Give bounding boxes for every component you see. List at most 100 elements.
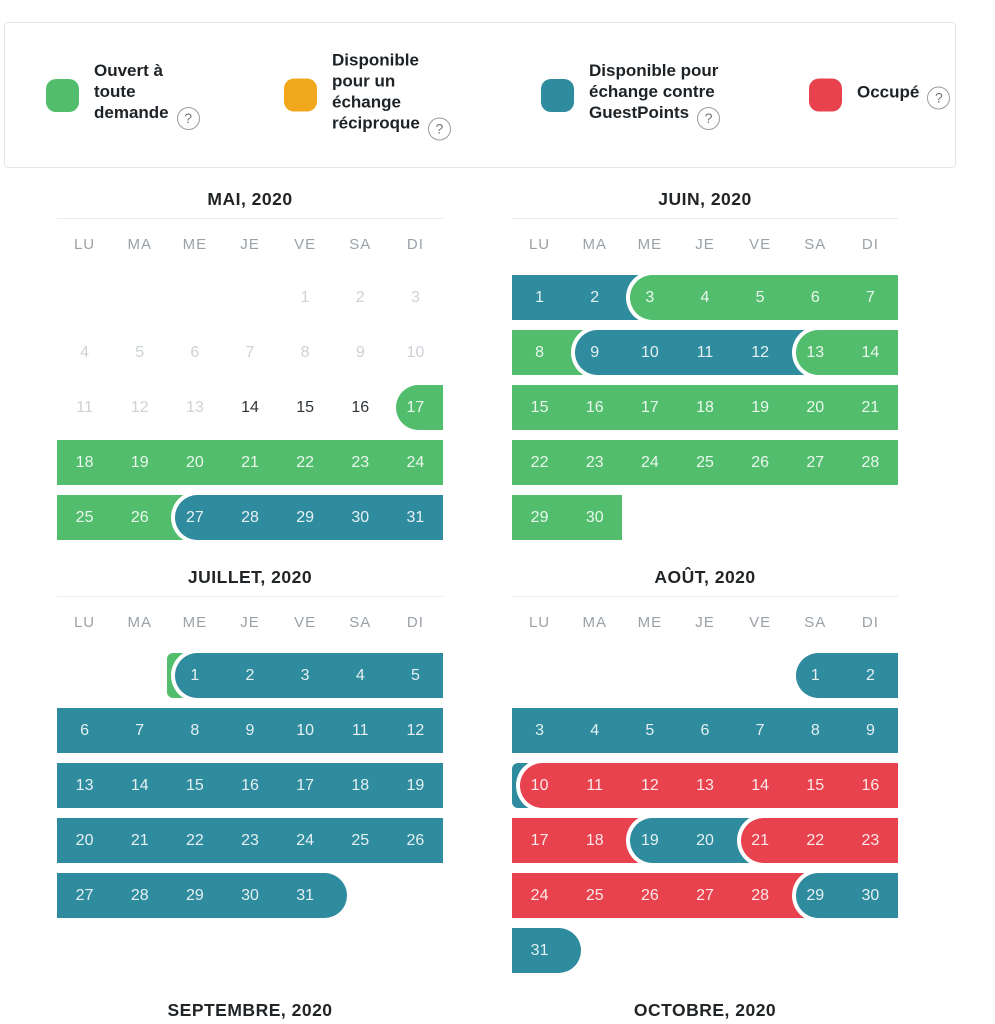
day-cell[interactable]: 18	[75, 454, 94, 471]
day-cell[interactable]: 16	[241, 777, 259, 794]
day-cell[interactable]: 20	[75, 832, 94, 849]
day-cell[interactable]: 7	[135, 722, 145, 739]
day-cell[interactable]: 1	[810, 667, 820, 684]
day-cell[interactable]: 11	[696, 344, 714, 361]
day-cell[interactable]: 9	[590, 344, 600, 361]
day-cell[interactable]: 3	[645, 289, 655, 306]
day-cell[interactable]: 12	[406, 722, 425, 739]
day-cell[interactable]: 25	[585, 887, 604, 904]
day-cell[interactable]: 26	[130, 509, 149, 526]
day-cell[interactable]: 28	[130, 887, 149, 904]
day-cell[interactable]: 25	[696, 454, 714, 471]
day-cell[interactable]: 29	[296, 509, 315, 526]
day-cell[interactable]: 14	[861, 344, 880, 361]
day-cell[interactable]: 23	[241, 832, 259, 849]
day-cell[interactable]: 8	[810, 722, 820, 739]
help-icon[interactable]: ?	[697, 107, 721, 130]
day-cell[interactable]: 18	[696, 399, 714, 416]
day-cell[interactable]: 24	[296, 832, 315, 849]
day-cell[interactable]: 6	[80, 722, 90, 739]
day-cell[interactable]: 10	[640, 344, 659, 361]
day-cell[interactable]: 16	[861, 777, 880, 794]
day-cell[interactable]: 27	[185, 509, 204, 526]
day-cell[interactable]: 23	[351, 454, 370, 471]
day-cell[interactable]: 4	[590, 722, 600, 739]
day-cell[interactable]: 11	[586, 777, 604, 794]
day-cell[interactable]: 23	[861, 832, 880, 849]
day-cell[interactable]: 2	[590, 289, 600, 306]
day-cell[interactable]: 9	[865, 722, 875, 739]
day-cell[interactable]: 15	[530, 399, 549, 416]
help-icon[interactable]: ?	[176, 107, 200, 130]
day-cell[interactable]: 1	[190, 667, 200, 684]
day-cell[interactable]: 3	[300, 667, 310, 684]
day-cell[interactable]: 12	[640, 777, 659, 794]
day-cell[interactable]: 13	[696, 777, 714, 794]
help-icon[interactable]: ?	[927, 86, 951, 109]
day-cell[interactable]: 27	[75, 887, 94, 904]
day-cell[interactable]: 22	[185, 832, 204, 849]
day-cell[interactable]: 26	[640, 887, 659, 904]
day-cell[interactable]: 7	[755, 722, 765, 739]
day-cell[interactable]: 17	[296, 777, 315, 794]
day-cell[interactable]: 21	[861, 399, 880, 416]
day-cell[interactable]: 15	[806, 777, 825, 794]
day-cell[interactable]: 18	[585, 832, 604, 849]
day-cell[interactable]: 8	[190, 722, 200, 739]
day-cell[interactable]: 17	[406, 399, 425, 416]
day-cell[interactable]: 22	[530, 454, 549, 471]
day-cell[interactable]: 17	[530, 832, 549, 849]
day-cell[interactable]: 31	[530, 942, 549, 959]
day-cell[interactable]: 10	[530, 777, 549, 794]
day-cell[interactable]: 22	[806, 832, 825, 849]
day-cell[interactable]: 13	[75, 777, 94, 794]
day-cell[interactable]: 29	[806, 887, 825, 904]
day-cell[interactable]: 30	[351, 509, 370, 526]
day-cell[interactable]: 21	[751, 832, 770, 849]
day-cell[interactable]: 4	[700, 289, 710, 306]
day-cell[interactable]: 14	[751, 777, 770, 794]
day-cell[interactable]: 25	[75, 509, 94, 526]
day-cell[interactable]: 26	[406, 832, 425, 849]
day-cell[interactable]: 3	[535, 722, 545, 739]
day-cell[interactable]: 15	[185, 777, 204, 794]
day-cell[interactable]: 28	[751, 887, 770, 904]
day-cell[interactable]: 17	[640, 399, 659, 416]
day-cell[interactable]: 16	[351, 399, 370, 416]
day-cell[interactable]: 14	[130, 777, 149, 794]
day-cell[interactable]: 5	[755, 289, 765, 306]
day-cell[interactable]: 14	[241, 399, 259, 416]
day-cell[interactable]: 30	[861, 887, 880, 904]
day-cell[interactable]: 20	[806, 399, 825, 416]
day-cell[interactable]: 6	[700, 722, 710, 739]
day-cell[interactable]: 12	[751, 344, 770, 361]
day-cell[interactable]: 26	[751, 454, 770, 471]
day-cell[interactable]: 13	[806, 344, 825, 361]
help-icon[interactable]: ?	[427, 117, 451, 141]
day-cell[interactable]: 8	[535, 344, 545, 361]
day-cell[interactable]: 21	[241, 454, 259, 471]
day-cell[interactable]: 15	[296, 399, 315, 416]
day-cell[interactable]: 21	[130, 832, 149, 849]
day-cell[interactable]: 27	[806, 454, 825, 471]
day-cell[interactable]: 31	[296, 887, 315, 904]
day-cell[interactable]: 10	[296, 722, 315, 739]
day-cell[interactable]: 24	[640, 454, 659, 471]
day-cell[interactable]: 18	[351, 777, 370, 794]
day-cell[interactable]: 29	[185, 887, 204, 904]
day-cell[interactable]: 4	[355, 667, 365, 684]
day-cell[interactable]: 5	[645, 722, 655, 739]
day-cell[interactable]: 2	[865, 667, 875, 684]
day-cell[interactable]: 24	[406, 454, 425, 471]
day-cell[interactable]: 20	[696, 832, 714, 849]
day-cell[interactable]: 1	[535, 289, 545, 306]
day-cell[interactable]: 11	[351, 722, 369, 739]
day-cell[interactable]: 30	[585, 509, 604, 526]
day-cell[interactable]: 19	[130, 454, 149, 471]
day-cell[interactable]: 23	[585, 454, 604, 471]
day-cell[interactable]: 27	[696, 887, 714, 904]
day-cell[interactable]: 2	[245, 667, 255, 684]
day-cell[interactable]: 24	[530, 887, 549, 904]
day-cell[interactable]: 5	[410, 667, 420, 684]
day-cell[interactable]: 20	[185, 454, 204, 471]
